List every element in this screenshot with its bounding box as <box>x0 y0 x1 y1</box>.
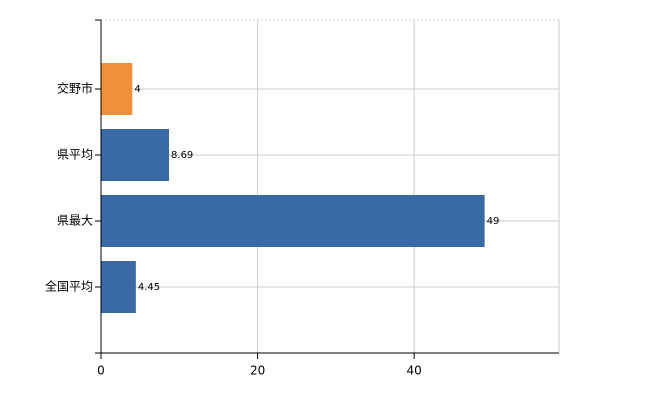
bar <box>101 195 485 247</box>
x-tick-label: 20 <box>250 364 265 378</box>
x-tick-label: 0 <box>97 364 105 378</box>
y-tick-label: 交野市 <box>57 81 93 96</box>
y-tick-label: 全国平均 <box>45 279 93 294</box>
y-tick-label: 県平均 <box>57 148 93 162</box>
bar <box>101 63 133 115</box>
value-label: 49 <box>487 216 500 227</box>
value-label: 4.45 <box>138 282 160 293</box>
value-label: 4 <box>134 84 140 95</box>
bar <box>101 261 136 313</box>
bar <box>101 129 170 181</box>
x-tick-label: 40 <box>407 364 422 378</box>
value-label: 8.69 <box>171 150 193 161</box>
y-tick-label: 県最大 <box>57 214 93 228</box>
